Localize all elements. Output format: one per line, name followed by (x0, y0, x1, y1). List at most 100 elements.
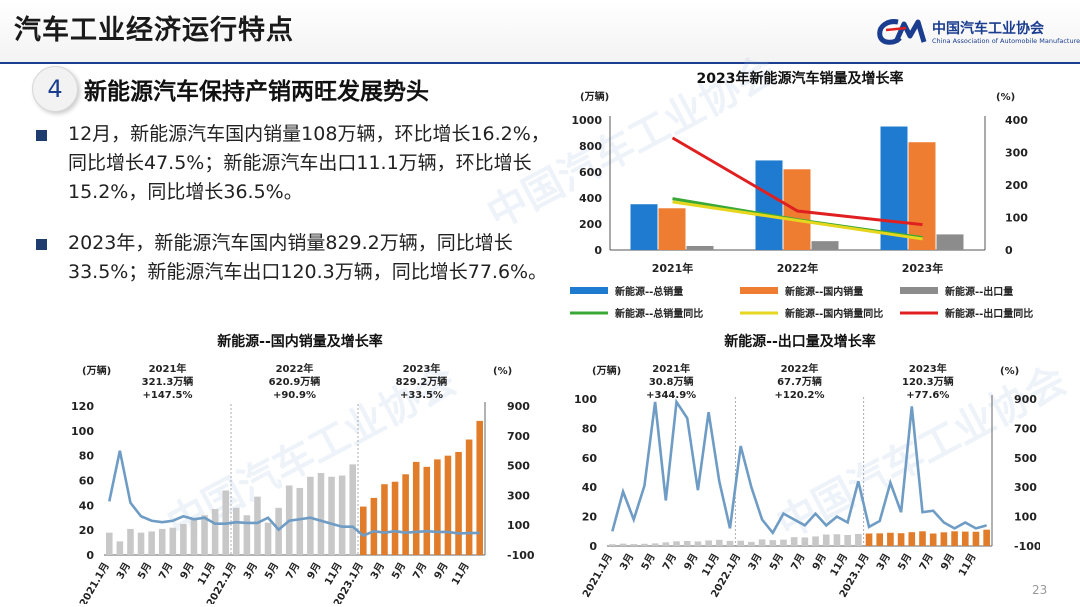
x-tick-label: 5月 (135, 561, 154, 582)
y-tick-left: 40 (582, 481, 598, 494)
bullet-text: 2023年，新能源汽车国内销量829.2万辆，同比增长33.5%；新能源汽车出口… (68, 232, 548, 283)
bar (769, 540, 777, 546)
bar (275, 507, 282, 555)
y-tick-left: 0 (594, 244, 602, 257)
x-tick-label: 2022年 (777, 261, 819, 275)
annotation-year: 2022年 (276, 362, 314, 375)
x-tick-label: 7月 (917, 552, 936, 573)
bar (360, 506, 367, 555)
bar (908, 532, 916, 546)
bar (758, 539, 766, 546)
bar (897, 533, 905, 546)
y-tick-left: 600 (579, 166, 602, 179)
bar (822, 534, 830, 546)
bullet-square-icon (36, 239, 47, 250)
bar (307, 476, 314, 555)
bar (651, 543, 659, 546)
bar (233, 507, 240, 555)
y-axis-right-label: (%) (996, 92, 1015, 103)
y-tick-left: 20 (582, 511, 598, 524)
bar (148, 531, 155, 555)
bar (609, 544, 616, 546)
annotation-growth: +90.9% (273, 390, 316, 401)
x-tick-label: 2021.1月 (77, 561, 112, 605)
bar (254, 496, 261, 555)
bar (811, 241, 839, 250)
y-tick-left: 60 (582, 452, 598, 465)
y-tick-right: -100 (1014, 540, 1040, 553)
bar (412, 461, 420, 555)
bar (444, 455, 452, 555)
annotation-value: 620.9万辆 (269, 375, 321, 388)
bar (833, 534, 841, 546)
legend-swatch (900, 287, 938, 294)
export-chart: 新能源--出口量及增长率 (万辆) (%) 0 20 40 60 80 100 -100 100 30… (574, 333, 1040, 600)
annotation-growth: +147.5% (142, 390, 192, 401)
x-tick-label: 9月 (938, 552, 957, 573)
y-tick-right: 100 (1005, 212, 1028, 225)
x-tick-label: 7月 (789, 552, 808, 573)
header-rule (0, 62, 1080, 64)
y-axis-right-label: (%) (493, 366, 512, 377)
bar (908, 142, 936, 250)
y-tick-left: 120 (71, 400, 94, 413)
annotation-year: 2021年 (652, 362, 690, 375)
logo-english-name: China Association of Automobile Manufact… (932, 37, 1080, 45)
y-tick-left: 0 (589, 540, 597, 553)
chart-title: 新能源--国内销量及增长率 (217, 333, 383, 350)
bar (201, 515, 208, 555)
slide-header: 汽车工业经济运行特点 中国汽车工业协会 China Association of… (0, 0, 1080, 62)
bar (790, 537, 798, 546)
x-tick-label: 7月 (157, 561, 176, 582)
y-tick-right: 0 (1005, 244, 1013, 257)
x-tick-label: 2021.1月 (580, 552, 615, 600)
annual-chart: 2023年新能源汽车销量及增长率(万辆) (%)02004006008001000… (570, 70, 1033, 320)
y-tick-right: 700 (507, 430, 530, 443)
bar (169, 527, 177, 555)
bar (116, 541, 124, 555)
bar (211, 509, 219, 555)
x-tick-label: 3月 (746, 552, 765, 573)
bar (423, 466, 431, 555)
bar (190, 517, 198, 555)
bar (887, 532, 894, 546)
y-tick-right: 300 (1005, 147, 1028, 160)
x-tick-label: 9月 (178, 561, 197, 582)
bar (748, 541, 755, 546)
x-tick-label: 5月 (896, 552, 915, 573)
y-tick-right: 100 (507, 519, 530, 532)
bar (972, 531, 980, 546)
bar (983, 529, 990, 546)
bar (844, 534, 851, 546)
bar (630, 204, 658, 250)
bar (715, 539, 723, 546)
y-axis-right-label: (%) (1000, 366, 1019, 377)
bar (619, 543, 627, 546)
bar (936, 234, 964, 250)
bar (370, 497, 378, 555)
bar (158, 528, 166, 555)
bar (726, 540, 734, 546)
y-tick-left: 1000 (571, 114, 602, 127)
chart-title: 2023年新能源汽车销量及增长率 (697, 70, 904, 87)
bar (296, 487, 304, 555)
annotation-growth: +120.2% (774, 390, 824, 401)
bar (961, 531, 969, 546)
caam-logo-icon (877, 19, 927, 45)
bar (705, 540, 712, 546)
caam-logo: 中国汽车工业协会 China Association of Automobile… (876, 16, 1080, 52)
domestic-sales-chart: 新能源--国内销量及增长率 (万辆) (%) 0 20 40 60 80 100 120 -100 1… (71, 333, 535, 605)
legend-label: 新能源--总销量 (615, 285, 683, 298)
series-line (672, 200, 923, 241)
legend-label: 新能源--出口量 (945, 285, 1013, 298)
annotation-value: 67.7万辆 (777, 375, 822, 388)
x-tick-label: 11月 (322, 561, 344, 588)
section-title: 新能源汽车保持产销两旺发展势头 (84, 79, 429, 105)
bullet-item: 12月，新能源汽车国内销量108万辆，环比增长16.2%，同比增长47.5%；新… (36, 120, 560, 207)
bar (180, 523, 187, 555)
bar (434, 459, 441, 555)
y-tick-right: 700 (1014, 422, 1037, 435)
x-tick-label: 5月 (639, 552, 658, 573)
bar (694, 541, 702, 546)
annotation-value: 120.3万辆 (902, 375, 954, 388)
